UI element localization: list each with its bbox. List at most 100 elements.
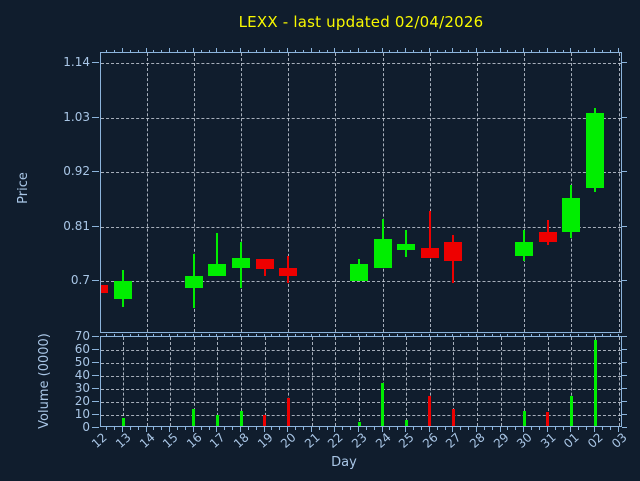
x-tick-mark-gap [515, 334, 516, 337]
x-tick-mark-gap [201, 334, 202, 337]
x-tick-mark-gap [366, 334, 367, 337]
x-tick-mark-top [287, 48, 288, 52]
x-tick-mark-top [334, 48, 335, 52]
x-tick-mark [437, 427, 438, 430]
x-tick-mark-gap [334, 334, 335, 337]
price-tick-label: 1.03 [46, 110, 90, 124]
volume-tick-mark-right [622, 401, 627, 402]
x-tick-mark [256, 427, 257, 430]
x-tick-mark-top [161, 50, 162, 52]
x-tick-mark-gap [547, 334, 548, 337]
x-tick-mark [484, 427, 485, 430]
volume-bar [240, 411, 243, 427]
x-tick-mark [209, 427, 210, 430]
volume-vgridline [217, 337, 218, 426]
x-tick-mark [232, 427, 233, 430]
candle-body [256, 259, 274, 269]
x-tick-mark [468, 427, 469, 430]
volume-tick-mark-right [622, 349, 627, 350]
x-tick-mark [539, 427, 540, 430]
volume-vgridline [335, 337, 336, 426]
x-tick-mark-gap [476, 334, 477, 337]
volume-tick-label: 10 [46, 407, 90, 421]
x-tick-mark-gap [106, 334, 107, 337]
x-tick-mark-gap [570, 334, 571, 337]
x-tick-mark-top [146, 48, 147, 52]
volume-tick-mark [92, 336, 99, 337]
candle-body [114, 281, 132, 299]
volume-plot [100, 336, 622, 427]
x-tick-mark [224, 427, 225, 430]
price-tick-label: 1.14 [46, 55, 90, 69]
x-tick-mark [610, 427, 611, 430]
x-tick-mark-gap [555, 334, 556, 337]
x-tick-mark-top [350, 50, 351, 52]
x-tick-mark-top [130, 50, 131, 52]
x-tick-mark-top [484, 50, 485, 52]
x-tick-mark-gap [382, 334, 383, 337]
chart-title: LEXX - last updated 02/04/2026 [100, 13, 622, 31]
x-tick-mark-top [618, 48, 619, 52]
price-tick-mark [92, 62, 99, 63]
volume-tick-mark [92, 427, 99, 428]
price-vgridline [430, 53, 431, 332]
price-gridline [101, 227, 621, 228]
x-tick-mark [555, 427, 556, 430]
x-tick-mark-gap [264, 334, 265, 337]
price-tick-mark [92, 117, 99, 118]
volume-tick-mark [92, 401, 99, 402]
x-tick-mark [342, 427, 343, 430]
x-tick-mark-gap [374, 334, 375, 337]
price-tick-mark-right [622, 226, 627, 227]
x-tick-mark-top [177, 50, 178, 52]
x-tick-mark-top [264, 48, 265, 52]
candle-body [539, 232, 557, 242]
volume-vgridline [406, 337, 407, 426]
x-tick-mark [507, 427, 508, 430]
volume-tick-label: 30 [46, 381, 90, 395]
x-tick-mark-gap [295, 334, 296, 337]
x-tick-mark-gap [130, 334, 131, 337]
x-tick-mark-top [586, 50, 587, 52]
x-tick-mark [153, 427, 154, 430]
x-tick-mark-top [114, 50, 115, 52]
x-tick-mark [586, 427, 587, 430]
volume-tick-label: 0 [46, 420, 90, 434]
candle-body [562, 198, 580, 232]
volume-bar [452, 409, 455, 428]
x-tick-mark-gap [271, 334, 272, 337]
x-tick-mark-gap [279, 334, 280, 337]
volume-vgridline [477, 337, 478, 426]
x-tick-mark-gap [138, 334, 139, 337]
volume-gridline [101, 350, 621, 351]
x-tick-mark-top [209, 50, 210, 52]
x-tick-mark-gap [358, 334, 359, 337]
candle-body [100, 285, 108, 293]
volume-gridline [101, 389, 621, 390]
x-tick-mark-top [342, 50, 343, 52]
candle-body [185, 276, 203, 287]
x-tick-mark-top [523, 48, 524, 52]
x-tick-mark-top [224, 50, 225, 52]
x-tick-mark-top [515, 50, 516, 52]
volume-tick-label: 70 [46, 329, 90, 343]
x-tick-mark-top [555, 50, 556, 52]
x-tick-mark-gap [327, 334, 328, 337]
x-tick-mark-gap [153, 334, 154, 337]
x-tick-mark-gap [319, 334, 320, 337]
x-tick-mark [271, 427, 272, 430]
x-tick-mark-gap [146, 334, 147, 337]
x-tick-mark-top [382, 48, 383, 52]
price-plot [100, 52, 622, 333]
x-tick-mark-gap [507, 334, 508, 337]
price-vgridline [147, 53, 148, 332]
x-tick-mark-gap [209, 334, 210, 337]
candle-body [421, 248, 439, 258]
x-tick-mark-gap [531, 334, 532, 337]
volume-tick-mark-right [622, 388, 627, 389]
price-gridline [101, 172, 621, 173]
price-vgridline [288, 53, 289, 332]
volume-tick-mark-right [622, 414, 627, 415]
x-tick-mark-top [169, 48, 170, 52]
